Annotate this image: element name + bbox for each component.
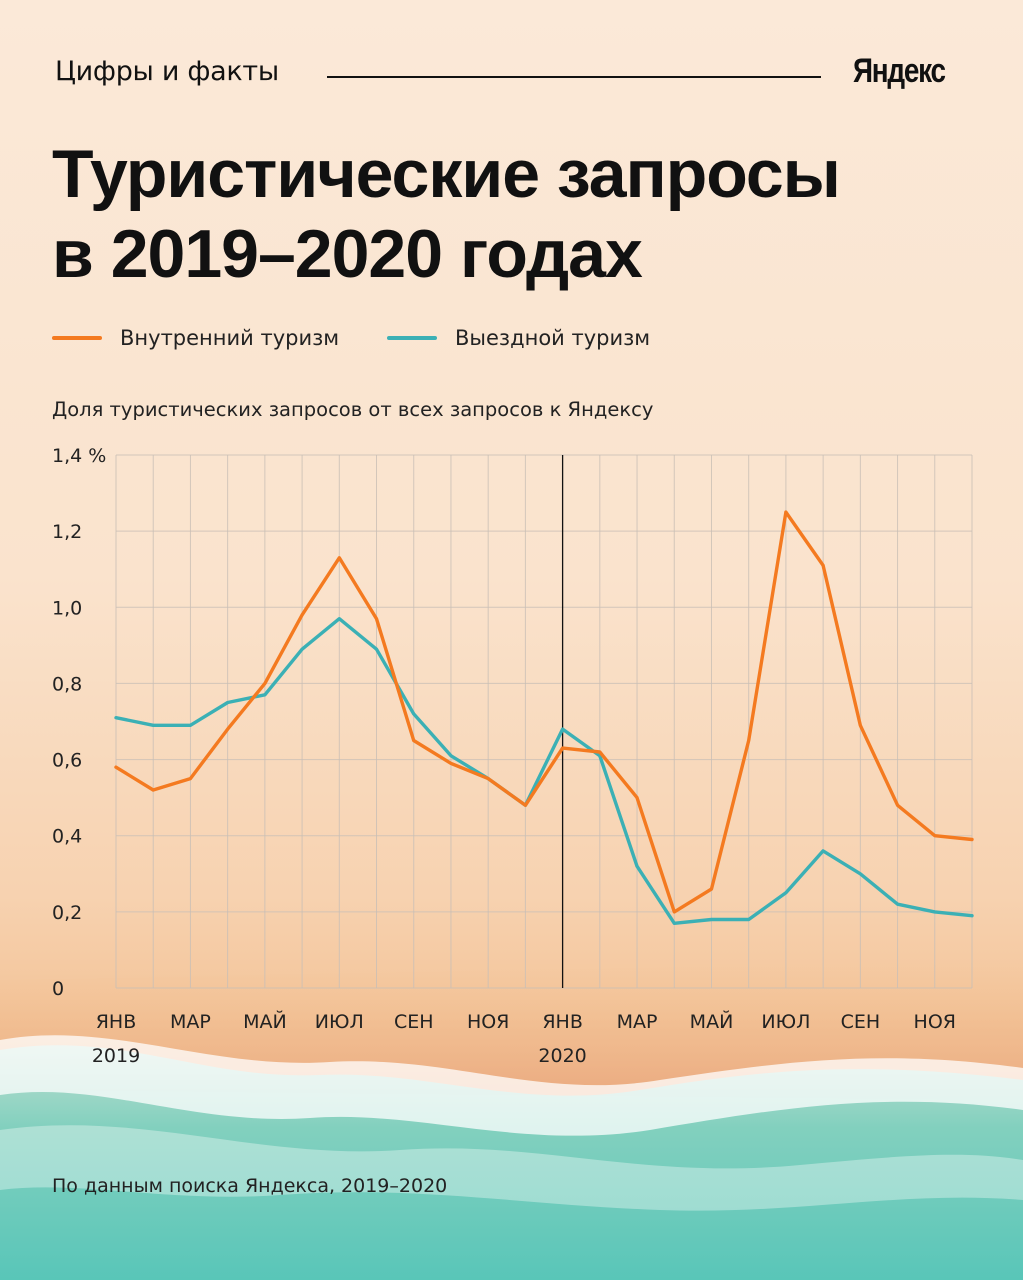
x-tick-label: НОЯ	[467, 1011, 509, 1033]
series-line-domestic	[114, 510, 974, 914]
x-tick-label: МАЙ	[690, 1010, 734, 1033]
yandex-logo: Яндекс	[853, 52, 946, 90]
title-line-1: Туристические запросы	[52, 136, 841, 212]
x-tick-label: СЕН	[841, 1011, 881, 1033]
y-tick-label: 1,4 %	[52, 445, 106, 467]
y-tick-label: 0	[52, 978, 64, 1000]
y-tick-label: 1,2	[52, 521, 82, 543]
chart-subtitle: Доля туристических запросов от всех запр…	[52, 398, 654, 421]
x-tick-label: ЯНВ	[96, 1011, 137, 1033]
x-tick-label: МАР	[170, 1011, 211, 1033]
header-divider	[327, 76, 821, 78]
legend-item-outbound: Выездной туризм	[387, 326, 650, 350]
title-line-2: в 2019–2020 годах	[52, 216, 643, 292]
legend-label-domestic: Внутренний туризм	[120, 326, 340, 350]
chart-legend: Внутренний туризм Выездной туризм	[0, 326, 1023, 356]
y-tick-label: 0,2	[52, 902, 82, 924]
legend-label-outbound: Выездной туризм	[455, 326, 651, 350]
page-title: Туристические запросы в 2019–2020 годах	[52, 134, 982, 294]
series-line-outbound	[114, 617, 974, 925]
y-tick-label: 0,6	[52, 750, 82, 772]
y-tick-label: 0,4	[52, 826, 82, 848]
legend-swatch-domestic	[52, 336, 102, 340]
x-tick-label: ИЮЛ	[761, 1011, 810, 1033]
legend-item-domestic: Внутренний туризм	[52, 326, 339, 350]
x-tick-label: ЯНВ	[542, 1011, 583, 1033]
section-label: Цифры и факты	[55, 56, 279, 87]
legend-swatch-outbound	[387, 336, 437, 340]
y-tick-label: 0,8	[52, 673, 82, 695]
x-tick-label: НОЯ	[914, 1011, 956, 1033]
x-tick-label: МАЙ	[243, 1010, 287, 1033]
line-chart: 0 0,2 0,4 0,6 0,8 1,0 1,2 1,4 % ЯНВ МАР МАЙ ИЮЛ СЕН Н…	[52, 445, 974, 1067]
x-year-label: 2019	[92, 1045, 140, 1067]
x-tick-label: МАР	[617, 1011, 658, 1033]
x-tick-label: ИЮЛ	[315, 1011, 364, 1033]
source-note: По данным поиска Яндекса, 2019–2020	[52, 1175, 448, 1197]
x-year-label: 2020	[538, 1045, 586, 1067]
x-tick-label: СЕН	[394, 1011, 434, 1033]
y-tick-label: 1,0	[52, 597, 82, 619]
